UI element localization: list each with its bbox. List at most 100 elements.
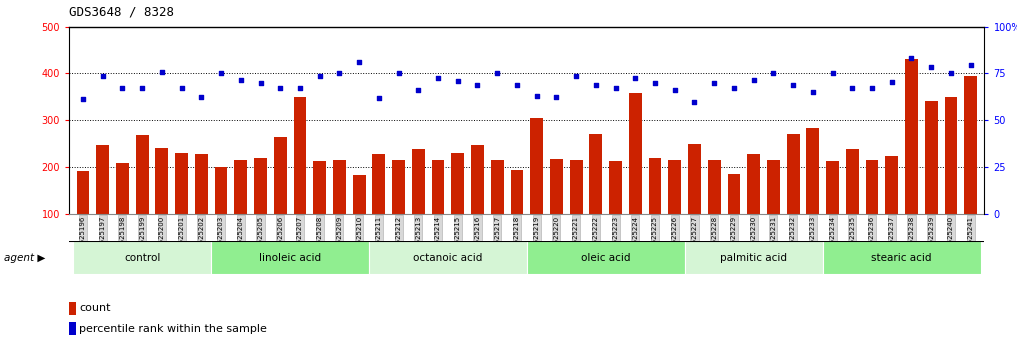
Bar <box>156 148 168 214</box>
Bar <box>69 302 76 315</box>
Bar <box>550 159 562 214</box>
Bar <box>116 162 129 214</box>
Point <box>114 85 130 90</box>
Point <box>765 71 781 76</box>
Point <box>233 78 249 83</box>
Bar <box>530 118 543 214</box>
Bar <box>369 241 527 274</box>
Point <box>489 71 505 76</box>
Point <box>745 78 762 83</box>
Point <box>627 75 644 81</box>
Point <box>923 64 940 70</box>
Bar <box>747 154 760 214</box>
Point <box>193 94 210 100</box>
Bar <box>708 160 721 214</box>
Bar <box>333 160 346 214</box>
Point <box>647 80 663 86</box>
Bar <box>274 137 287 214</box>
Point <box>588 82 604 88</box>
Text: octanoic acid: octanoic acid <box>413 252 483 263</box>
Point <box>470 82 486 88</box>
Bar <box>806 129 820 214</box>
Bar <box>649 158 661 214</box>
Point <box>508 82 525 88</box>
Text: control: control <box>124 252 161 263</box>
Bar <box>135 135 148 214</box>
Point <box>450 79 466 84</box>
Point <box>75 96 92 102</box>
Point <box>430 75 446 81</box>
Bar <box>372 154 385 214</box>
Point <box>273 85 289 90</box>
Bar <box>570 160 583 214</box>
Bar <box>590 135 602 214</box>
Point <box>943 71 959 76</box>
Bar <box>69 322 76 335</box>
Bar <box>823 241 980 274</box>
Bar <box>886 155 898 214</box>
Text: linoleic acid: linoleic acid <box>259 252 321 263</box>
Point <box>548 94 564 100</box>
Point <box>844 85 860 90</box>
Point <box>785 82 801 88</box>
Bar <box>905 59 918 214</box>
Bar <box>393 160 405 214</box>
Text: palmitic acid: palmitic acid <box>720 252 787 263</box>
Bar <box>527 241 684 274</box>
Bar <box>689 144 701 214</box>
Bar <box>924 101 938 214</box>
Text: percentile rank within the sample: percentile rank within the sample <box>79 324 267 334</box>
Point <box>863 85 880 90</box>
Point <box>252 80 268 86</box>
Point <box>332 71 348 76</box>
Bar <box>234 160 247 214</box>
Bar <box>254 158 266 214</box>
Bar <box>629 93 642 214</box>
Bar <box>97 145 109 214</box>
Point <box>884 79 900 85</box>
Point <box>213 71 229 76</box>
Bar <box>511 170 524 214</box>
Point <box>825 71 841 76</box>
Bar <box>294 97 306 214</box>
Point <box>686 99 703 104</box>
Bar <box>452 153 464 214</box>
Text: GDS3648 / 8328: GDS3648 / 8328 <box>69 5 174 18</box>
Point <box>726 85 742 90</box>
Bar <box>684 241 823 274</box>
Bar <box>471 145 484 214</box>
Bar <box>787 135 799 214</box>
Bar <box>609 161 622 214</box>
Point <box>311 73 327 79</box>
Bar <box>431 160 444 214</box>
Text: count: count <box>79 303 111 313</box>
Bar <box>212 241 369 274</box>
Bar <box>727 174 740 214</box>
Bar <box>76 171 89 214</box>
Point <box>351 59 367 64</box>
Text: oleic acid: oleic acid <box>581 252 631 263</box>
Bar <box>491 160 503 214</box>
Bar <box>195 154 207 214</box>
Bar <box>865 160 879 214</box>
Bar <box>353 175 365 214</box>
Point <box>410 87 426 93</box>
Point <box>706 80 722 86</box>
Point <box>174 85 190 90</box>
Bar <box>73 241 212 274</box>
Point <box>903 56 919 61</box>
Bar <box>945 97 957 214</box>
Text: agent ▶: agent ▶ <box>4 252 46 263</box>
Point <box>391 71 407 76</box>
Bar <box>964 76 977 214</box>
Bar <box>826 161 839 214</box>
Point <box>154 69 170 75</box>
Point <box>607 85 623 90</box>
Bar <box>412 149 425 214</box>
Bar <box>313 161 326 214</box>
Point <box>529 93 545 99</box>
Point <box>371 95 387 101</box>
Point <box>804 89 821 95</box>
Bar <box>846 149 858 214</box>
Point <box>95 73 111 79</box>
